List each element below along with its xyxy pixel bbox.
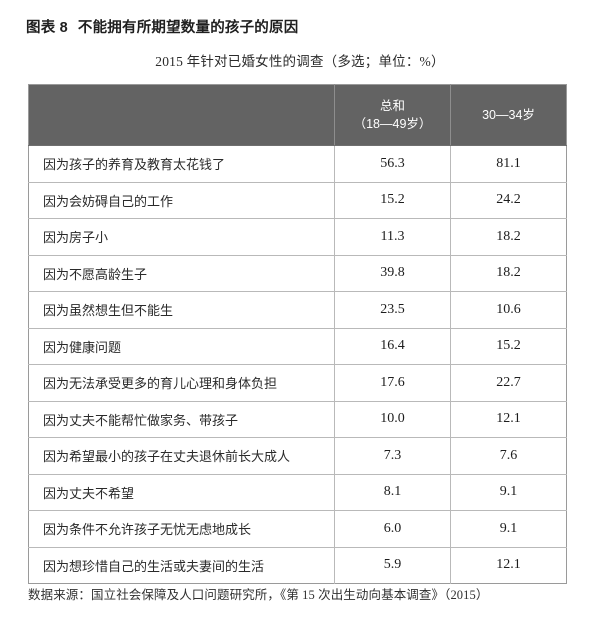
row-value-total: 15.2 [334, 181, 451, 219]
table-row: 因为丈夫不希望 8.1 9.1 [28, 473, 567, 511]
row-value-total: 16.4 [334, 327, 451, 365]
row-value-total: 56.3 [334, 145, 451, 182]
row-label: 因为丈夫不希望 [28, 473, 335, 511]
row-label: 因为无法承受更多的育儿心理和身体负担 [28, 364, 335, 401]
table-header: 总和 （18—49岁） 30—34岁 [28, 84, 567, 146]
page-title: 图表 8 不能拥有所期望数量的孩子的原因 [26, 16, 298, 37]
column-header-total-line2: （18—49岁） [353, 117, 432, 131]
row-value-total: 11.3 [334, 218, 451, 255]
row-value-age-30-34: 12.1 [450, 546, 567, 584]
table-row: 因为希望最小的孩子在丈夫退休前长大成人 7.3 7.6 [28, 437, 567, 474]
table-header-row: 总和 （18—49岁） 30—34岁 [28, 84, 567, 146]
column-header-total: 总和 （18—49岁） [334, 84, 451, 146]
row-value-age-30-34: 18.2 [450, 254, 567, 292]
figure-title-text: 不能拥有所期望数量的孩子的原因 [77, 20, 299, 36]
table-row: 因为不愿高龄生子 39.8 18.2 [28, 254, 567, 292]
data-table: 总和 （18—49岁） 30—34岁 因为孩子的养育及教育太花钱了 56.3 8… [28, 84, 567, 584]
table-row: 因为丈夫不能帮忙做家务、带孩子 10.0 12.1 [28, 400, 567, 438]
table-row: 因为条件不允许孩子无忧无虑地成长 6.0 9.1 [28, 510, 567, 547]
row-value-age-30-34: 7.6 [450, 437, 567, 474]
source-note: 数据来源：国立社会保障及人口问题研究所，《第 15 次出生动向基本调查》（201… [28, 588, 489, 602]
row-value-age-30-34: 22.7 [450, 364, 567, 401]
row-value-total: 39.8 [334, 254, 451, 292]
table-row: 因为想珍惜自己的生活或夫妻间的生活 5.9 12.1 [28, 546, 567, 584]
row-value-age-30-34: 15.2 [450, 327, 567, 365]
row-label: 因为会妨碍自己的工作 [28, 181, 335, 219]
table-row: 因为房子小 11.3 18.2 [28, 218, 567, 255]
column-header-total-line1: 总和 [379, 98, 405, 113]
row-label: 因为想珍惜自己的生活或夫妻间的生活 [28, 546, 335, 584]
table-body: 因为孩子的养育及教育太花钱了 56.3 81.1 因为会妨碍自己的工作 15.2… [28, 145, 567, 584]
table-row: 因为孩子的养育及教育太花钱了 56.3 81.1 [28, 145, 567, 182]
row-label: 因为房子小 [28, 218, 335, 255]
column-header-age-30-34: 30—34岁 [450, 84, 567, 146]
row-value-total: 7.3 [334, 437, 451, 474]
row-label: 因为丈夫不能帮忙做家务、带孩子 [28, 400, 335, 438]
row-value-total: 5.9 [334, 546, 451, 584]
data-table-container: 总和 （18—49岁） 30—34岁 因为孩子的养育及教育太花钱了 56.3 8… [28, 84, 567, 584]
table-row: 因为虽然想生但不能生 23.5 10.6 [28, 291, 567, 328]
row-label: 因为不愿高龄生子 [28, 254, 335, 292]
table-row: 因为无法承受更多的育儿心理和身体负担 17.6 22.7 [28, 364, 567, 401]
row-label: 因为虽然想生但不能生 [28, 291, 335, 328]
figure-number: 图表 8 [26, 20, 68, 36]
column-header-label [28, 84, 335, 146]
table-row: 因为健康问题 16.4 15.2 [28, 327, 567, 365]
row-value-total: 10.0 [334, 400, 451, 438]
row-value-age-30-34: 9.1 [450, 473, 567, 511]
row-value-age-30-34: 12.1 [450, 400, 567, 438]
table-row: 因为会妨碍自己的工作 15.2 24.2 [28, 181, 567, 219]
row-label: 因为孩子的养育及教育太花钱了 [28, 145, 335, 182]
row-value-total: 6.0 [334, 510, 451, 547]
row-value-total: 8.1 [334, 473, 451, 511]
row-value-age-30-34: 24.2 [450, 181, 567, 219]
row-value-age-30-34: 81.1 [450, 145, 567, 182]
row-value-age-30-34: 9.1 [450, 510, 567, 547]
row-label: 因为希望最小的孩子在丈夫退休前长大成人 [28, 437, 335, 474]
row-label: 因为健康问题 [28, 327, 335, 365]
row-value-total: 17.6 [334, 364, 451, 401]
row-value-age-30-34: 18.2 [450, 218, 567, 255]
row-label: 因为条件不允许孩子无忧无虑地成长 [28, 510, 335, 547]
figure-subtitle: 2015 年针对已婚女性的调查（多选；单位：%） [155, 54, 445, 69]
row-value-total: 23.5 [334, 291, 451, 328]
row-value-age-30-34: 10.6 [450, 291, 567, 328]
